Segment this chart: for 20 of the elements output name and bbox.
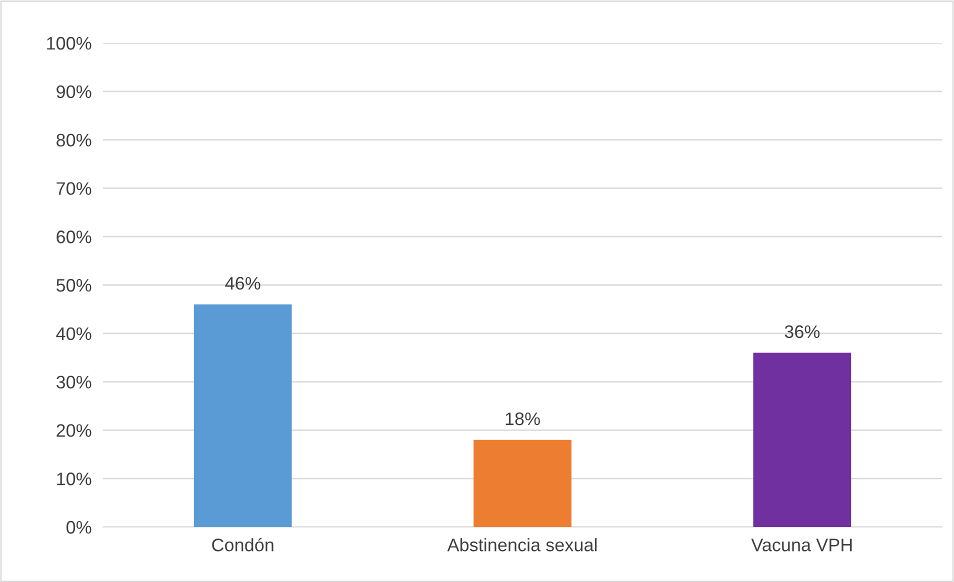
bar (194, 304, 292, 527)
bar (753, 352, 852, 527)
data-label: 36% (784, 325, 820, 338)
data-label: 18% (506, 412, 540, 426)
y-tick-label: 80% (56, 134, 92, 147)
y-tick-label: 90% (56, 85, 92, 98)
x-tick-label: Abstinencia sexual (447, 538, 597, 552)
y-tick-label: 60% (56, 230, 92, 244)
y-tick-label: 70% (56, 182, 92, 195)
x-tick-label: Vacuna VPH (751, 538, 852, 552)
bar (474, 440, 572, 527)
y-tick-label: 40% (56, 327, 92, 340)
y-tick-label: 50% (56, 278, 92, 292)
y-tick-label: 30% (56, 376, 92, 389)
x-tick-label: Condón (212, 538, 274, 552)
y-tick-label: 100% (47, 36, 92, 50)
y-tick-label: 20% (56, 424, 92, 437)
y-tick-label: 0% (66, 520, 92, 534)
y-tick-label: 10% (57, 472, 92, 486)
data-label: 46% (225, 276, 260, 290)
